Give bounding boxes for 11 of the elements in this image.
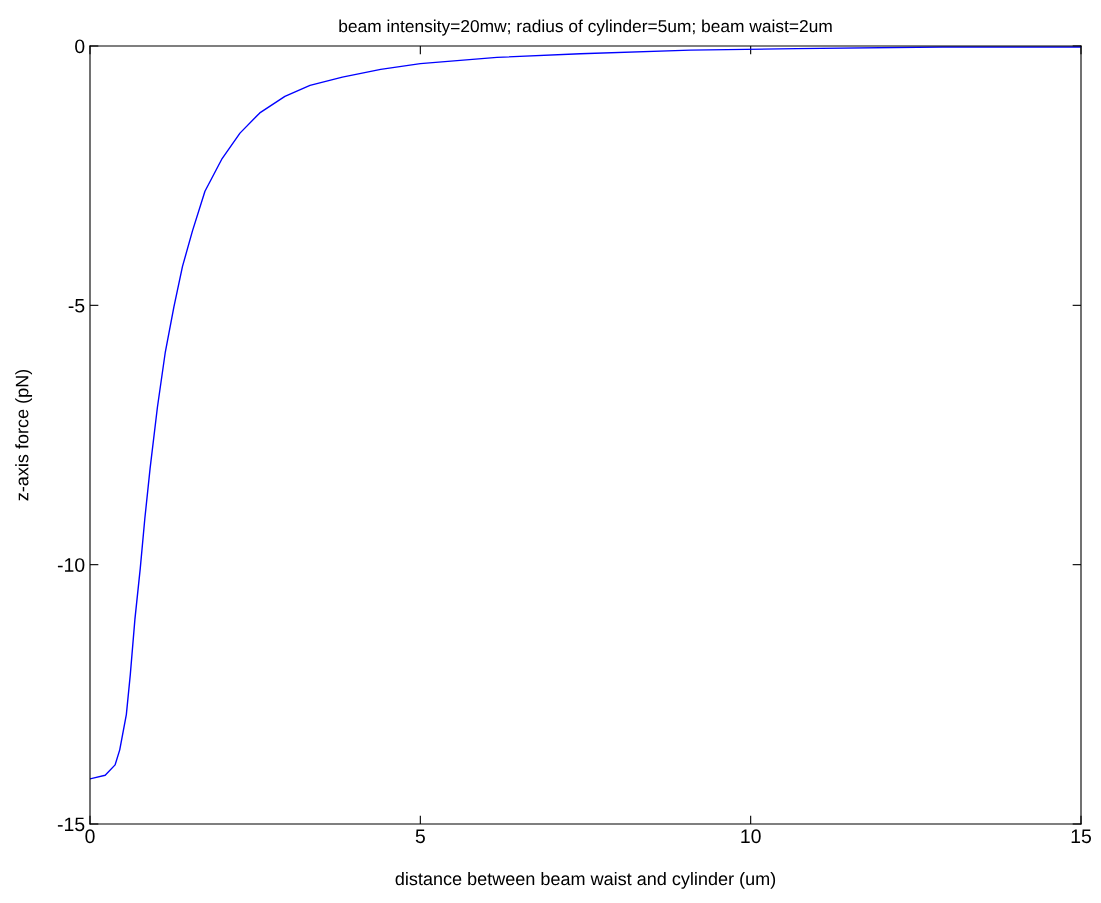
- x-tick-label: 10: [741, 829, 761, 844]
- y-tick-label: -15: [57, 817, 85, 832]
- x-tick-label: 5: [415, 829, 425, 844]
- y-tick-label: 0: [75, 39, 85, 54]
- x-tick-label: 0: [85, 829, 95, 844]
- y-axis-title: z-axis force (pN): [15, 369, 33, 501]
- y-tick-label: -5: [68, 299, 85, 313]
- y-tick-label: -10: [57, 558, 85, 572]
- chart-title: beam intensity=20mw; radius of cylinder=5um; beam waist=2um: [339, 19, 832, 36]
- x-axis-title: distance between beam waist and cylinder (um): [395, 871, 776, 889]
- x-tick-label: 15: [1071, 829, 1091, 844]
